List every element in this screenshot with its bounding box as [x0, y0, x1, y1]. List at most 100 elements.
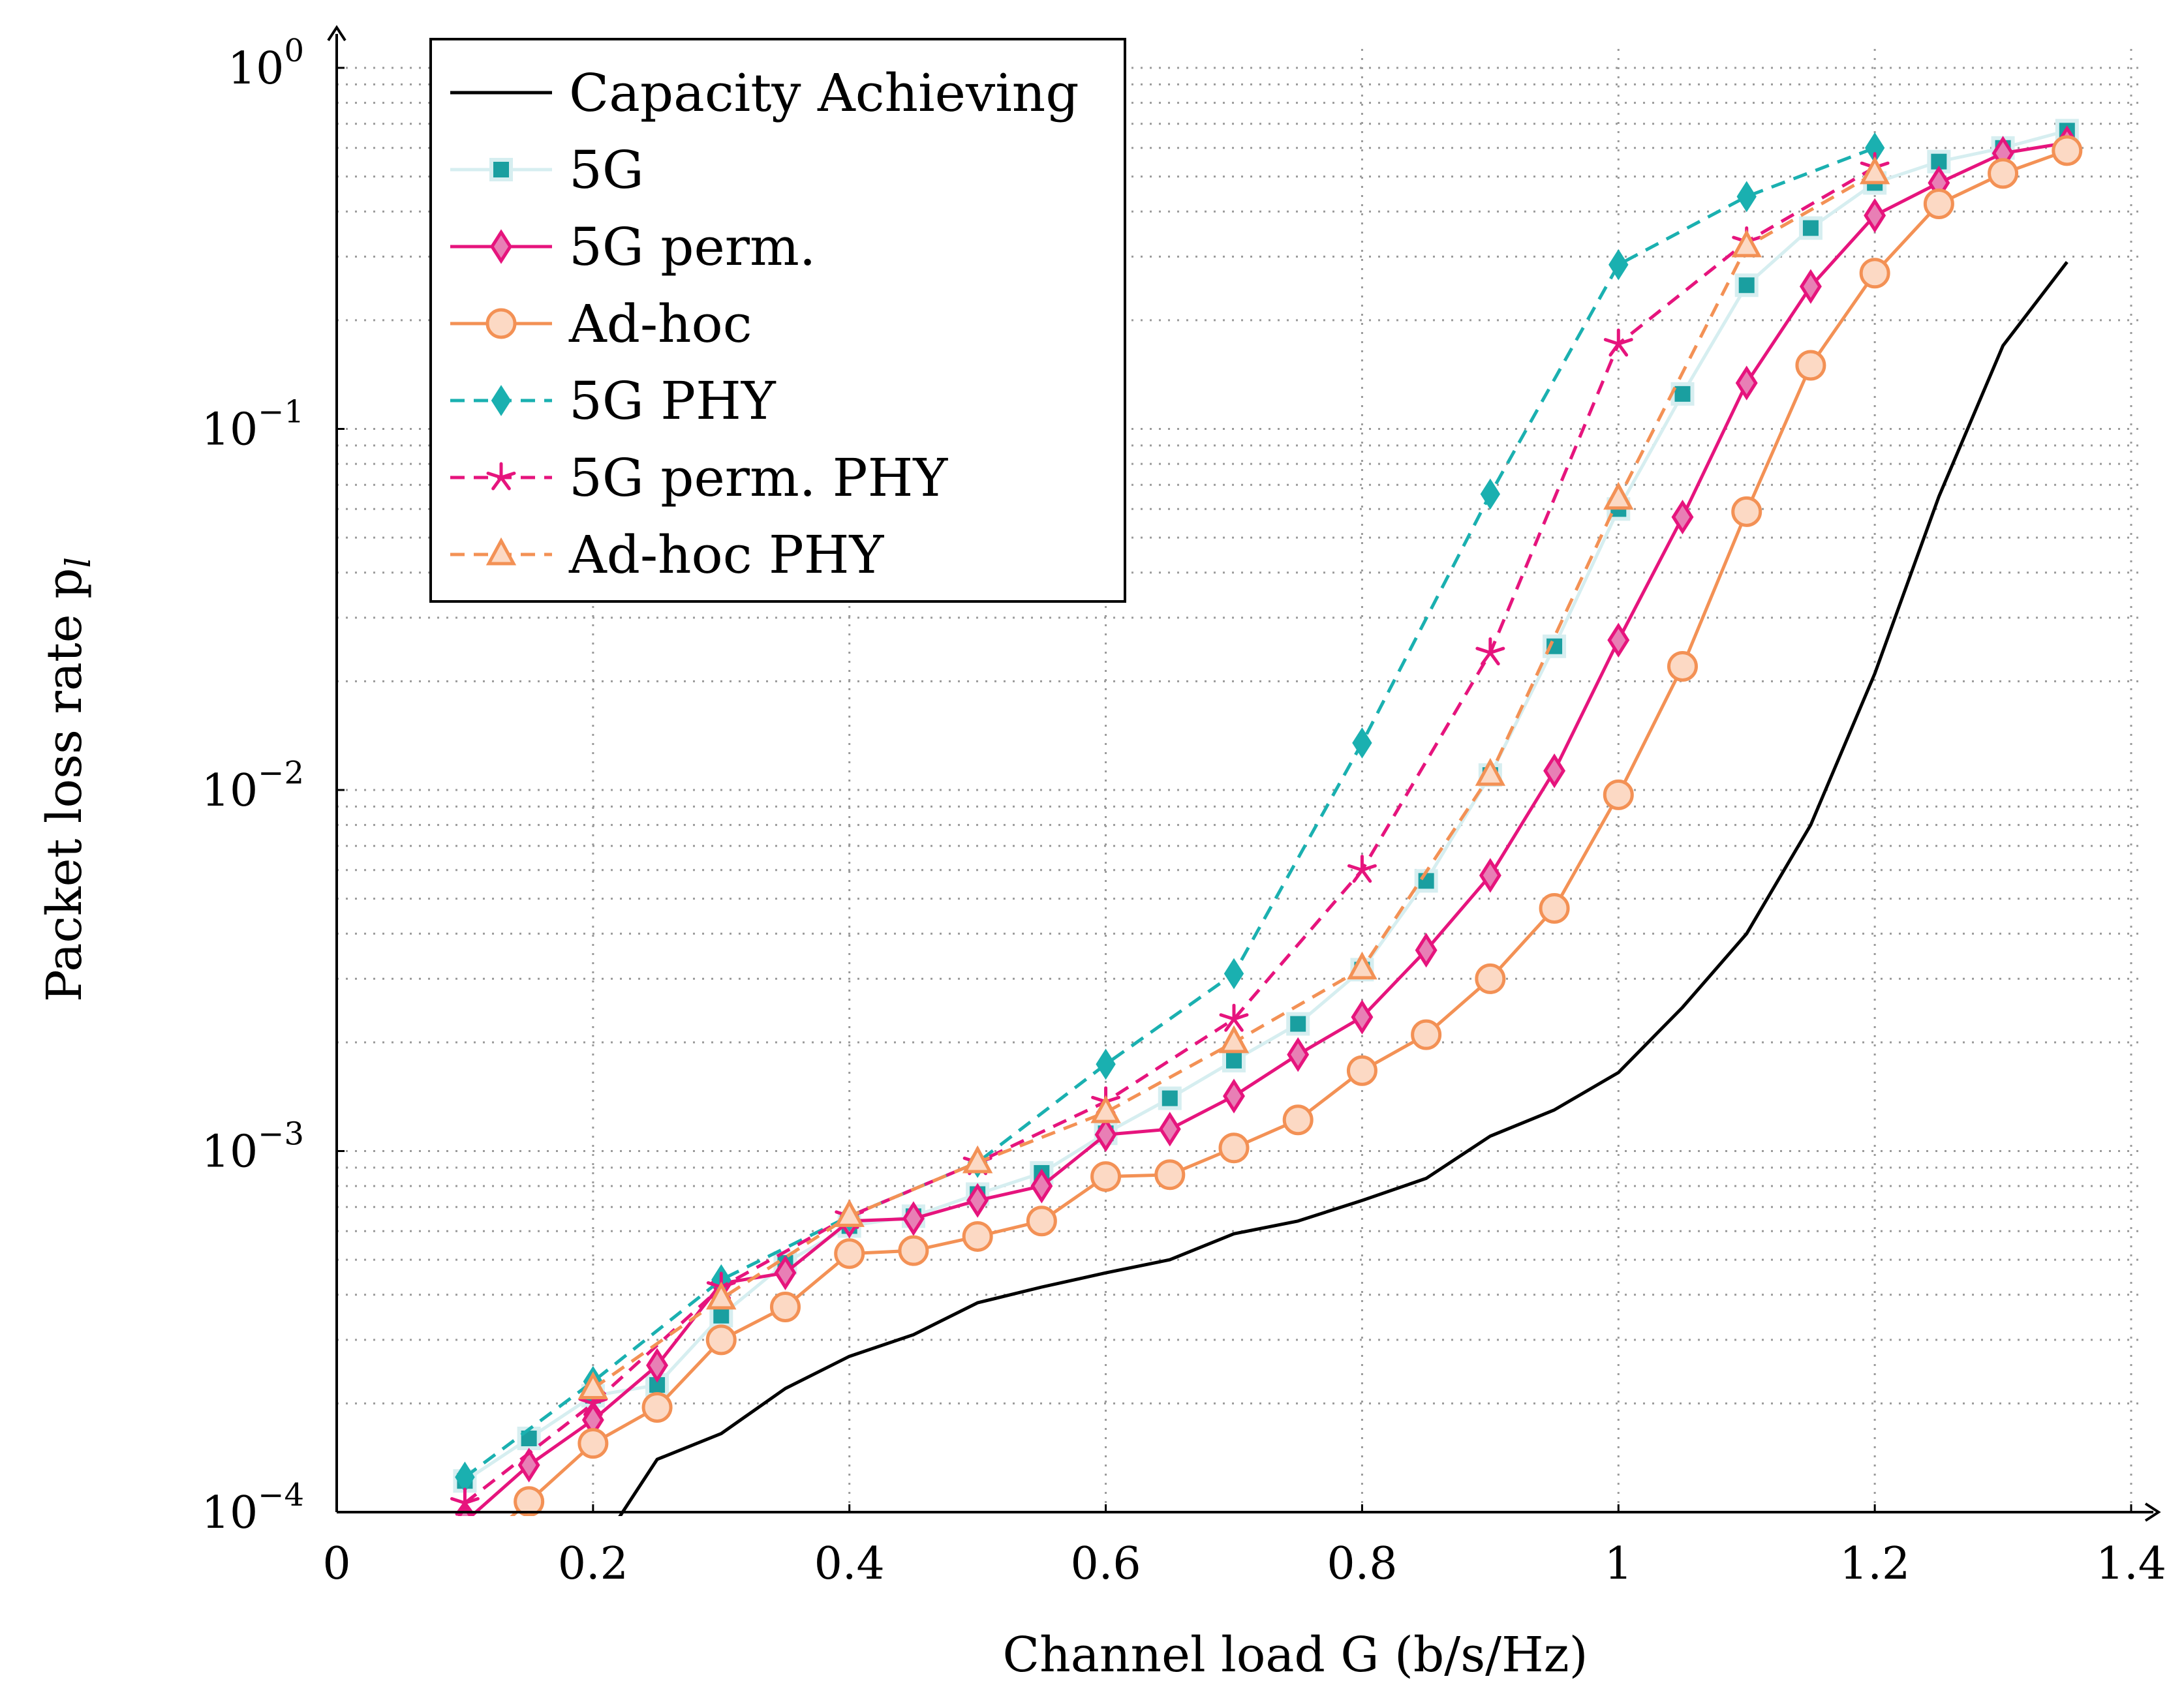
- series-3: [451, 135, 2083, 1571]
- x-tick-label-3: 0.6: [1070, 1538, 1141, 1590]
- data-point-3-3: [641, 1391, 673, 1423]
- legend-label-3: Ad-hoc: [568, 294, 752, 354]
- data-point-2-20: [1735, 365, 1758, 401]
- y-axis-title-subscript: l: [59, 557, 99, 568]
- data-point-2-14: [1351, 999, 1374, 1035]
- series-0: [618, 261, 2069, 1516]
- data-point-5-8: [1475, 637, 1505, 666]
- data-point-2-11: [1158, 1112, 1181, 1147]
- data-point-1-12: [1222, 1048, 1246, 1072]
- y-axis-title-main: Packet loss rate p: [37, 568, 93, 1003]
- data-point-2-21: [1799, 269, 1822, 304]
- data-point-4-6: [1223, 958, 1244, 990]
- y-tick-exponent: −4: [258, 1477, 304, 1513]
- data-point-6-4: [1090, 1095, 1121, 1123]
- x-tick-label-4: 0.8: [1327, 1538, 1397, 1590]
- data-point-3-20: [1731, 496, 1762, 527]
- data-point-3-22: [1859, 258, 1890, 289]
- legend-marker-1: [489, 158, 513, 181]
- data-point-6-8: [1603, 481, 1634, 510]
- series-line-0: [618, 261, 2069, 1516]
- data-point-3-7: [898, 1235, 929, 1266]
- data-point-3-9: [1026, 1206, 1057, 1237]
- x-tick-label-7: 1.4: [2096, 1538, 2166, 1590]
- y-axis-title: Packet loss rate pl: [37, 557, 99, 1002]
- x-tick-label-6: 1.2: [1839, 1538, 1910, 1590]
- series-6: [577, 156, 1890, 1399]
- y-tick-base: 10: [202, 404, 258, 456]
- data-point-4-10: [1736, 181, 1757, 213]
- x-tick-labels: 0 0.2 0.4 0.6 0.8 1 1.2 1.4: [322, 1504, 2166, 1590]
- legend-label-4: 5G PHY: [569, 371, 777, 431]
- legend: Capacity Achieving 5G 5G perm. Ad-hoc 5G PHY…: [429, 38, 1126, 603]
- series-line-2: [469, 141, 2068, 1516]
- x-tick-label-5: 1: [1605, 1538, 1633, 1590]
- data-point-2-5: [774, 1255, 797, 1290]
- data-point-1-11: [1158, 1086, 1182, 1110]
- data-point-1-19: [1670, 382, 1695, 406]
- data-point-3-0: [451, 1543, 478, 1571]
- data-point-6-2: [834, 1199, 865, 1227]
- series-line-4: [463, 146, 1875, 1479]
- data-point-3-17: [1539, 892, 1570, 924]
- legend-label-6: Ad-hoc PHY: [568, 524, 885, 585]
- data-point-6-1: [706, 1281, 737, 1310]
- data-point-2-10: [1094, 1117, 1117, 1153]
- y-tick-exponent: −3: [258, 1116, 304, 1153]
- x-axis-arrow-icon: [2144, 1502, 2161, 1522]
- y-tick-label-3: 10−1: [202, 394, 304, 456]
- y-tick-label-2: 10−2: [202, 755, 304, 817]
- y-tick-base: 10: [228, 43, 285, 95]
- data-point-1-1: [517, 1427, 541, 1451]
- data-point-2-22: [1864, 198, 1886, 234]
- data-point-6-10: [1859, 156, 1890, 185]
- x-tick-label-0: 0: [322, 1538, 350, 1590]
- data-point-3-11: [1154, 1159, 1186, 1191]
- legend-marker-2: [490, 229, 512, 264]
- data-point-2-7: [902, 1201, 925, 1236]
- data-point-2-12: [1223, 1078, 1245, 1114]
- legend-marker-6: [485, 537, 517, 566]
- data-point-6-7: [1475, 757, 1506, 786]
- data-point-3-12: [1218, 1132, 1250, 1164]
- data-point-5-9: [1603, 328, 1633, 357]
- data-point-2-3: [646, 1348, 669, 1383]
- data-point-2-9: [1030, 1168, 1053, 1204]
- data-point-2-17: [1543, 753, 1566, 789]
- data-point-3-5: [770, 1292, 801, 1323]
- data-point-1-20: [1734, 273, 1759, 297]
- data-point-1-13: [1286, 1012, 1310, 1036]
- data-point-3-18: [1603, 779, 1634, 810]
- data-point-6-3: [962, 1145, 993, 1174]
- legend-marker-3: [485, 308, 517, 339]
- y-tick-label-4: 100: [228, 33, 304, 95]
- legend-item-3: Ad-hoc: [450, 294, 752, 354]
- data-point-3-24: [1988, 158, 2019, 189]
- data-point-3-13: [1282, 1104, 1314, 1136]
- x-tick-label-1: 0.2: [558, 1538, 628, 1590]
- legend-item-1: 5G: [450, 140, 644, 200]
- y-tick-base: 10: [202, 1127, 258, 1178]
- y-tick-label-1: 10−3: [202, 1116, 304, 1178]
- legend-item-2: 5G perm.: [450, 217, 816, 277]
- data-point-4-9: [1608, 249, 1629, 281]
- data-point-6-0: [577, 1371, 609, 1399]
- data-point-3-14: [1346, 1055, 1377, 1086]
- data-point-2-13: [1287, 1037, 1310, 1072]
- legend-marker-5: [486, 462, 516, 491]
- data-point-3-10: [1090, 1161, 1122, 1192]
- data-point-3-19: [1667, 650, 1698, 682]
- data-point-3-2: [577, 1428, 609, 1459]
- data-point-2-16: [1479, 858, 1501, 893]
- data-point-2-15: [1415, 932, 1438, 968]
- data-point-3-15: [1411, 1019, 1442, 1050]
- data-point-3-8: [962, 1221, 993, 1252]
- data-point-3-6: [834, 1238, 865, 1269]
- legend-marker-4: [491, 385, 512, 416]
- data-point-2-19: [1671, 499, 1694, 535]
- x-axis-title: Channel load G (b/s/Hz): [1002, 1627, 1588, 1683]
- y-tick-exponent: 0: [284, 33, 304, 69]
- y-tick-base: 10: [202, 1487, 258, 1539]
